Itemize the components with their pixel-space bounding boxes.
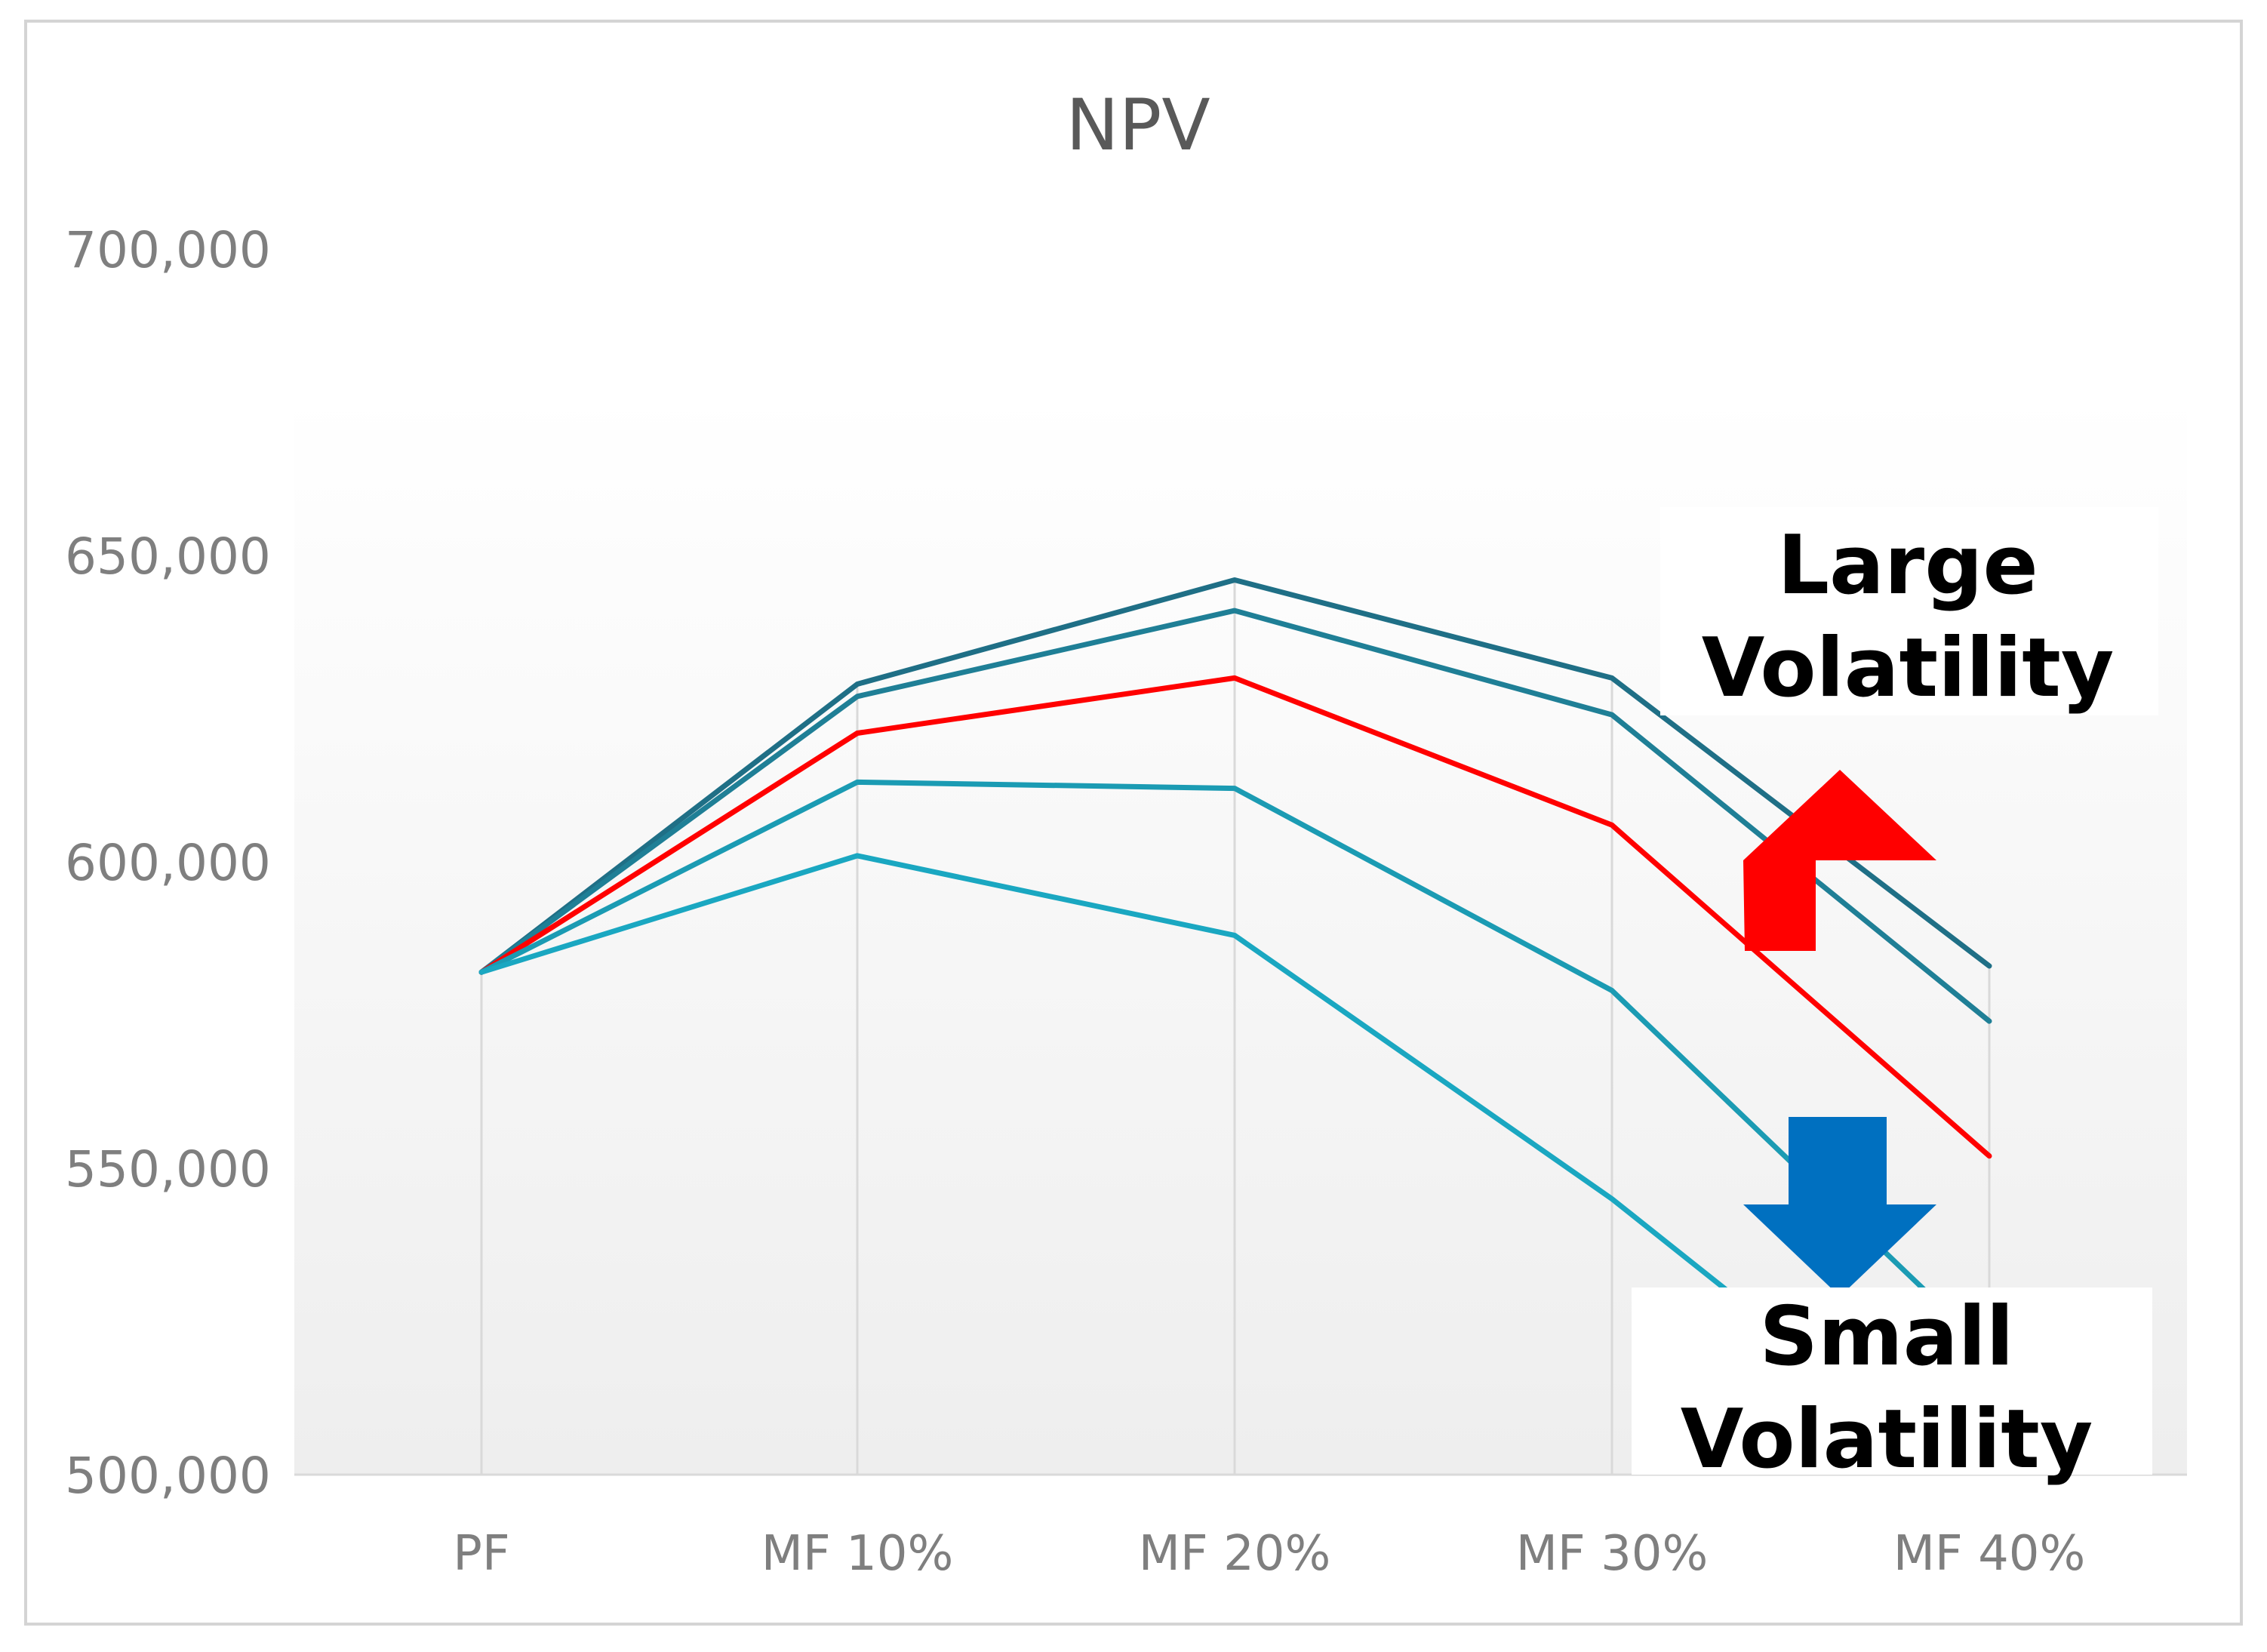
y-axis-ticks: 500,000 550,000 600,000 650,000 700,000 [65,221,271,1505]
up-arrow-icon [1743,770,1936,951]
series-line [478,608,1992,1024]
series-line [478,577,1992,975]
small-volatility-callout: Small Volatility [1632,1117,2152,1487]
x-tick-label: MF 20% [1139,1526,1331,1582]
y-tick-label: 550,000 [65,1140,271,1198]
series-line [478,779,1992,1355]
chart-title: NPV [1066,85,1210,167]
large-volatility-line2: Volatility [1702,621,2115,715]
large-volatility-line1: Large [1777,518,2038,613]
large-volatility-label-box [1660,507,2158,715]
small-volatility-line2: Volatility [1681,1392,2093,1487]
x-tick-label: MF 30% [1516,1526,1709,1582]
small-volatility-line1: Small [1759,1290,2013,1384]
down-arrow-icon [1743,1117,1936,1297]
x-tick-label: PF [453,1526,509,1582]
y-tick-label: 700,000 [65,221,271,279]
large-volatility-callout: Large Volatility [1660,507,2158,951]
series-line [478,675,1992,1159]
x-axis-ticks: PF MF 10% MF 20% MF 30% MF 40% [453,1526,2085,1582]
x-tick-label: MF 40% [1893,1526,2086,1582]
x-tick-label: MF 10% [761,1526,954,1582]
y-tick-label: 600,000 [65,834,271,892]
small-volatility-label-box [1632,1287,2152,1475]
y-tick-label: 650,000 [65,528,271,586]
y-tick-label: 500,000 [65,1447,271,1505]
